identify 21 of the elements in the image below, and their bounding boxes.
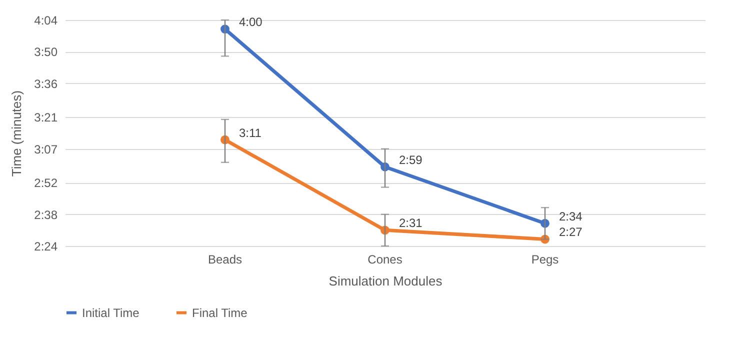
legend-label: Initial Time bbox=[82, 306, 140, 320]
y-tick-label: 2:38 bbox=[34, 208, 58, 222]
y-tick-label: 2:24 bbox=[34, 240, 58, 254]
data-label: 2:27 bbox=[559, 225, 583, 240]
data-label: 2:59 bbox=[399, 152, 423, 167]
x-axis-title: Simulation Modules bbox=[328, 274, 443, 288]
x-tick-label: Pegs bbox=[531, 252, 559, 266]
data-label: 4:00 bbox=[239, 15, 263, 30]
y-axis-title: Time (minutes) bbox=[9, 90, 24, 177]
legend-label: Final Time bbox=[192, 306, 248, 320]
y-tick-label: 3:36 bbox=[34, 76, 58, 91]
data-label: 3:11 bbox=[239, 126, 262, 140]
x-tick-label: Cones bbox=[368, 252, 402, 266]
data-label: 2:34 bbox=[559, 209, 583, 224]
y-tick-label: 3:07 bbox=[34, 142, 58, 156]
y-tick-label: 3:21 bbox=[34, 110, 58, 125]
y-tick-label: 4:04 bbox=[34, 14, 58, 28]
y-tick-label: 2:52 bbox=[34, 176, 58, 190]
y-tick-label: 3:50 bbox=[34, 45, 58, 60]
data-label: 2:31 bbox=[399, 216, 423, 230]
x-tick-label: Beads bbox=[208, 252, 242, 266]
